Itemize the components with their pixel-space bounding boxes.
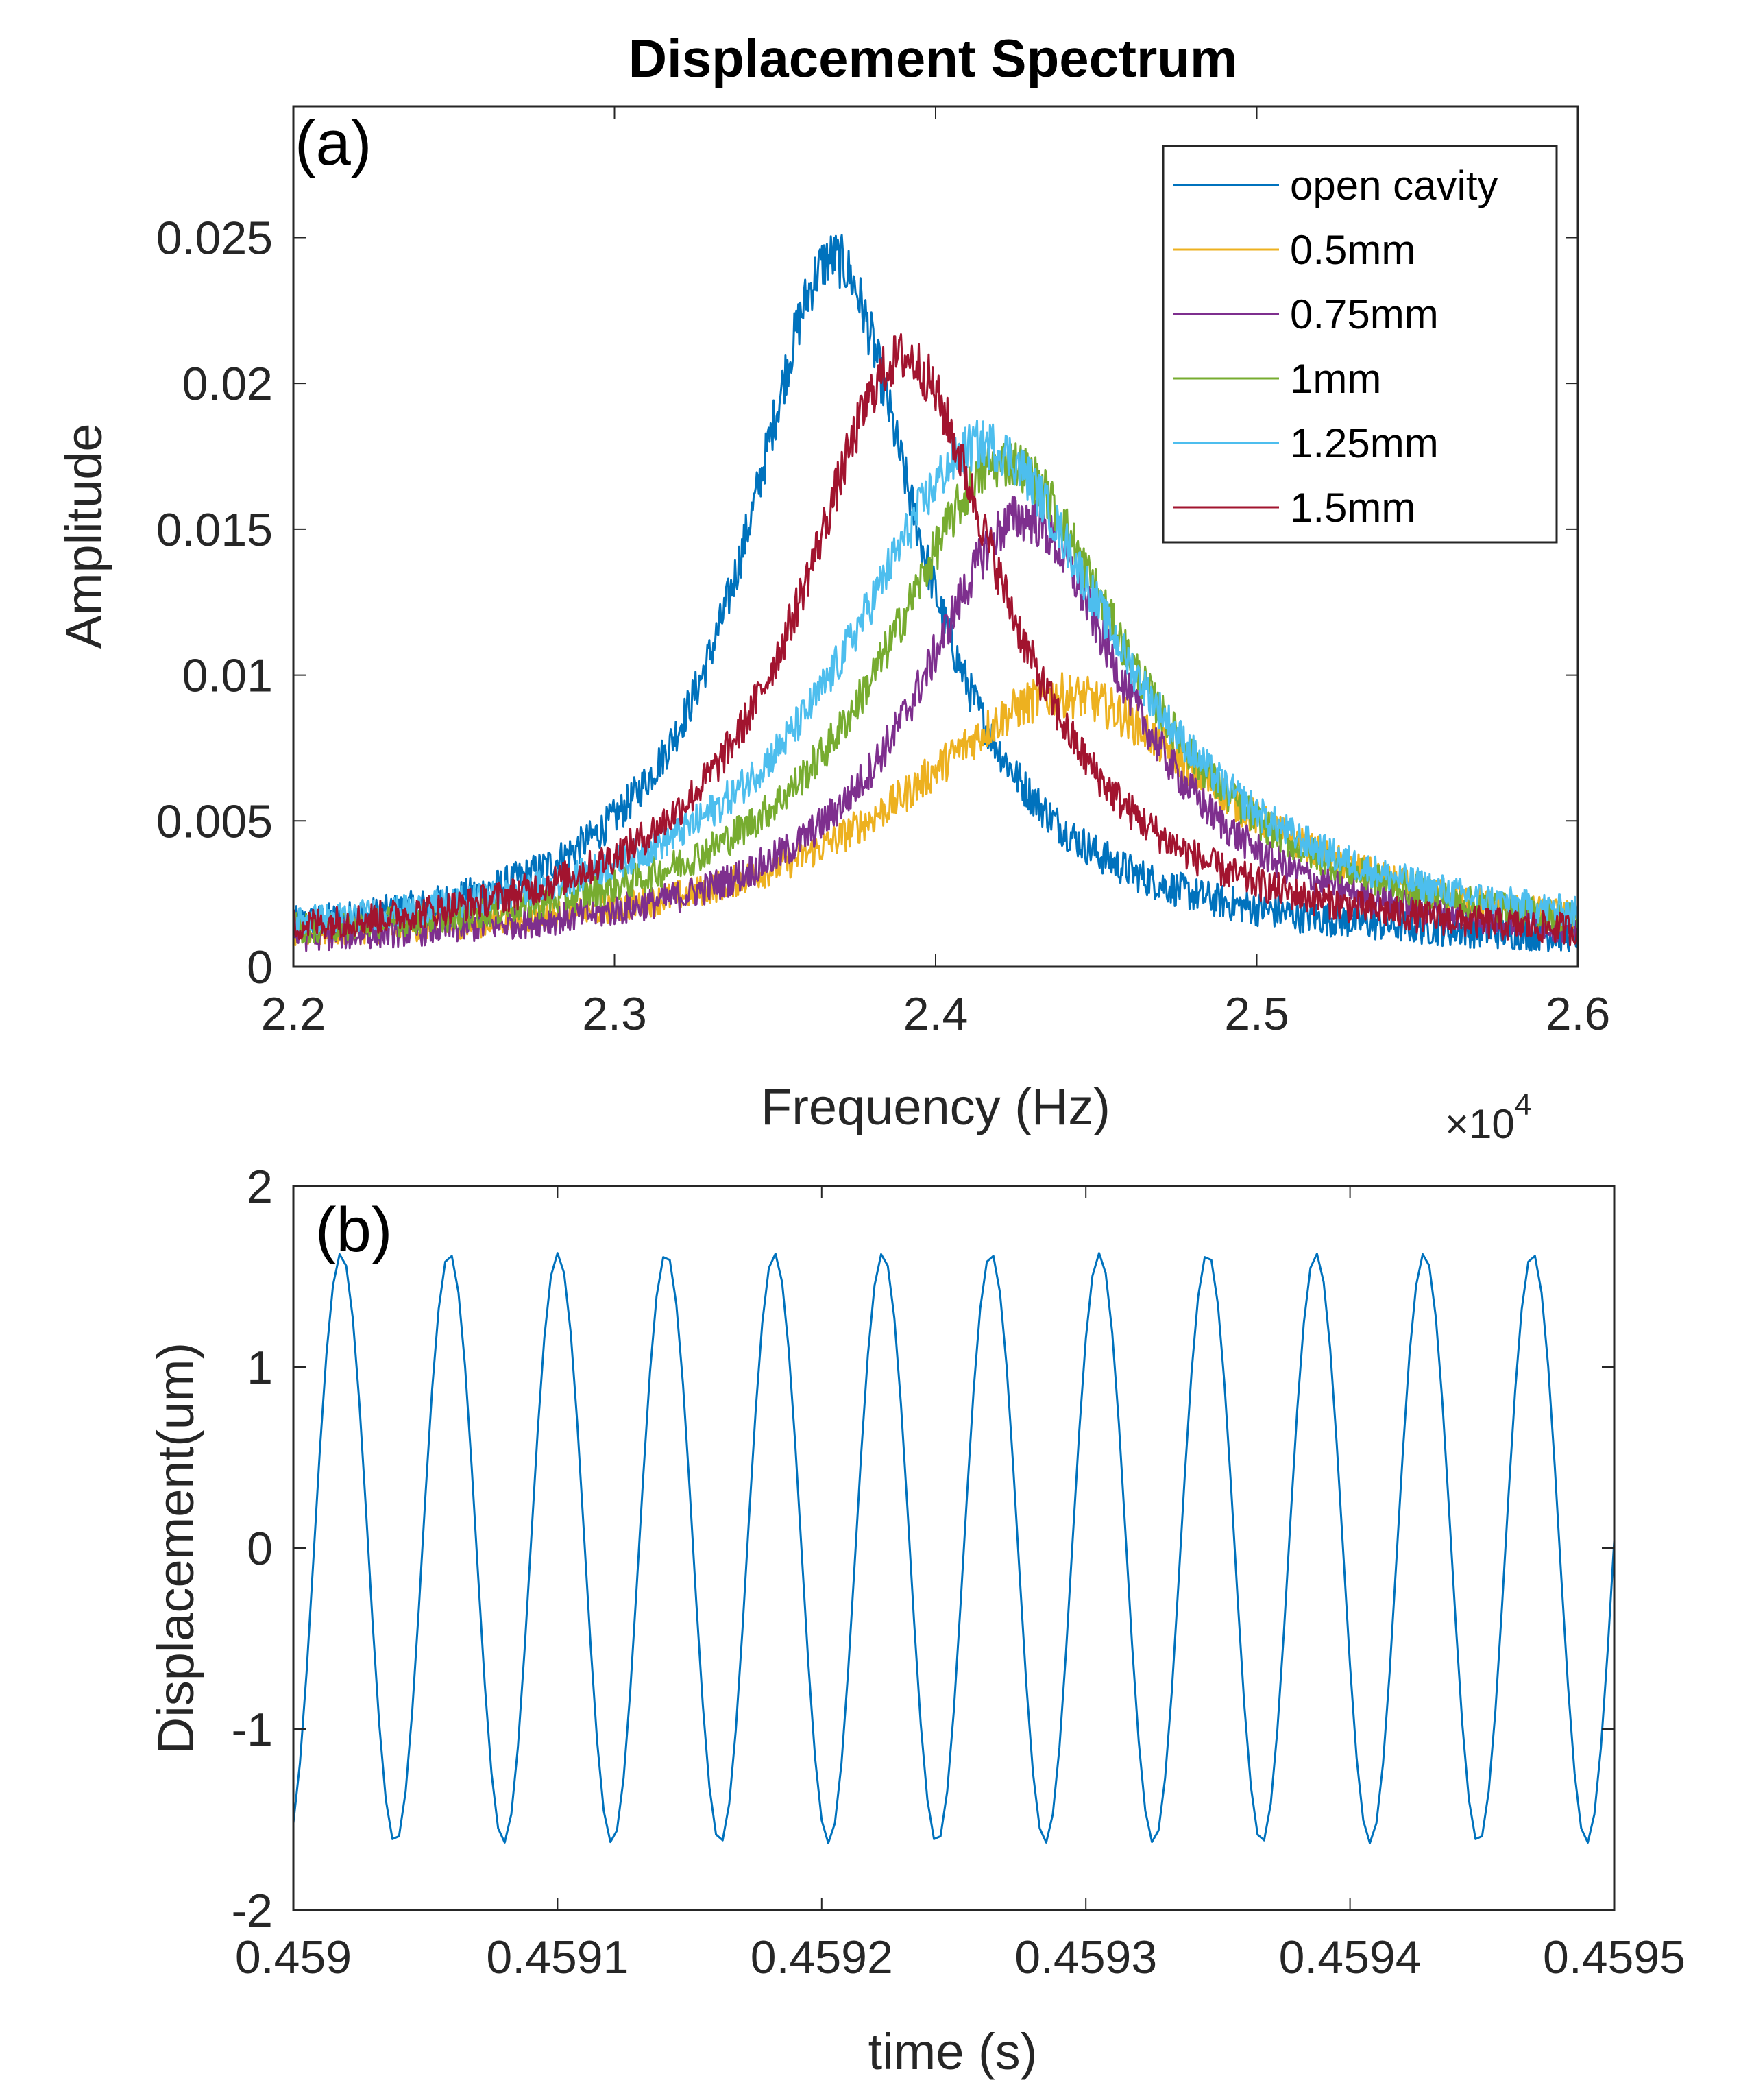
legend-entry: 1mm: [1290, 356, 1381, 402]
legend-entry: 0.5mm: [1290, 227, 1415, 273]
x-tick-label: 0.4591: [486, 1931, 629, 1983]
panel-a-y-axis-label: Amplitude: [56, 423, 112, 649]
y-tick-label: 0: [247, 1523, 273, 1575]
y-tick-label: -2: [232, 1885, 273, 1937]
panel-b-ticks: 0.459 0.4591 0.4592 0.4593 0.4594 0.4595 -2 -1 0…: [232, 1161, 1685, 1983]
displacement-line: [293, 1252, 1614, 1844]
y-tick-label: 0.015: [156, 504, 273, 556]
chart-title: Displacement Spectrum: [629, 28, 1238, 88]
x-tick-label: 0.4592: [751, 1931, 893, 1983]
x-tick-label: 0.4595: [1543, 1931, 1685, 1983]
series-line-0-75mm: [293, 496, 1578, 952]
panel-b: 0.459 0.4591 0.4592 0.4593 0.4594 0.4595 -2 -1 0…: [147, 1161, 1685, 2080]
y-tick-label: -1: [232, 1704, 273, 1756]
panel-b-series-layer: [293, 1252, 1614, 1844]
x-exponent-base: ×10: [1445, 1101, 1515, 1147]
series-line-1-5mm: [293, 333, 1578, 947]
panel-a-series-layer: [293, 234, 1578, 952]
y-tick-label: 2: [247, 1161, 273, 1213]
panel-a: 2.2 2.3 2.4 2.5 2.600.0050.010.0150.020.025 …: [56, 105, 1610, 1147]
legend-entry: 1.25mm: [1290, 420, 1439, 466]
y-tick-label: 0.005: [156, 795, 273, 847]
y-tick-label: 0: [247, 941, 273, 993]
y-tick-label: 0.01: [182, 650, 273, 702]
legend-box: [1162, 145, 1558, 544]
x-tick-label: 2.5: [1224, 988, 1289, 1040]
x-tick-label: 0.4593: [1014, 1931, 1157, 1983]
x-tick-label: 0.459: [235, 1931, 352, 1983]
x-tick-label: 2.4: [903, 988, 969, 1040]
panel-a-x-axis-label: Frequency (Hz): [761, 1078, 1110, 1135]
y-tick-label: 0.02: [182, 358, 273, 410]
x-tick-label: 2.2: [261, 988, 326, 1040]
legend: open cavity 0.5mm 0.75mm 1mm 1.25mm 1.5mm: [1162, 145, 1558, 544]
x-tick-label: 0.4594: [1279, 1931, 1422, 1983]
x-exponent-power: 4: [1515, 1088, 1531, 1122]
y-tick-label: 1: [247, 1342, 273, 1394]
panel-b-y-axis-label: Displacement(um): [147, 1342, 204, 1754]
legend-entry: 0.75mm: [1290, 291, 1439, 337]
panel-a-label: (a): [295, 108, 372, 178]
x-tick-label: 2.6: [1546, 988, 1611, 1040]
legend-entry: open cavity: [1290, 162, 1498, 208]
x-tick-label: 2.3: [582, 988, 647, 1040]
panel-a-ticks: 2.2 2.3 2.4 2.5 2.6 0 0.005 0.01 0.015 0.02 0.025: [156, 106, 1610, 1040]
panel-a-x-exponent: ×104: [1445, 1088, 1531, 1147]
panel-b-x-axis-label: time (s): [868, 2023, 1038, 2080]
panel-b-label: (b): [315, 1195, 392, 1265]
y-tick-label: 0.025: [156, 212, 273, 264]
legend-entry: 1.5mm: [1290, 485, 1415, 531]
